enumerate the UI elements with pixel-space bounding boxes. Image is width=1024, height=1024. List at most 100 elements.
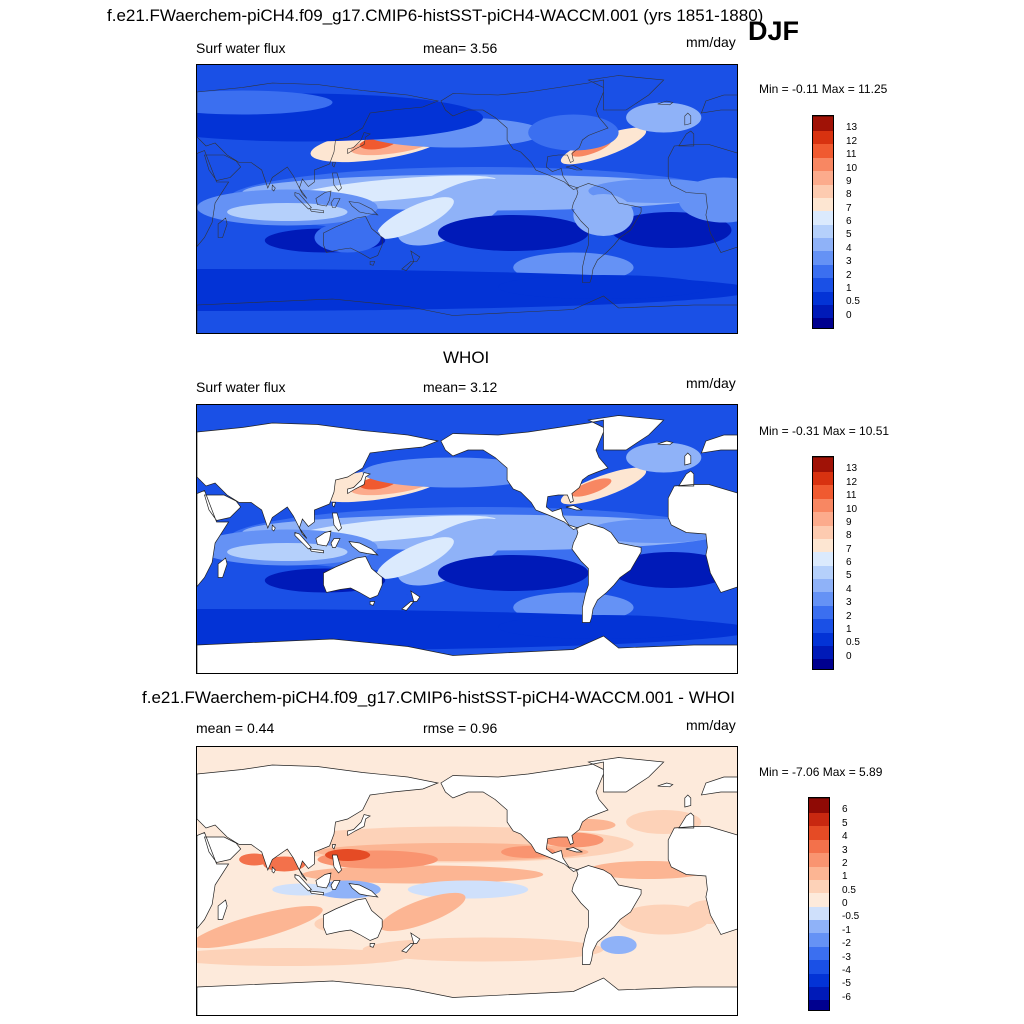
panel3-map-plot [196,746,738,1016]
colorbar-swatch [813,276,833,292]
colorbar-tick-label: 12 [846,476,858,488]
colorbar-swatch [809,918,829,934]
panel3-rmse-label: rmse = 0.96 [423,720,498,736]
colorbar-tick-label: 13 [846,463,858,475]
colorbar-swatch [809,958,829,974]
colorbar-swatch [813,630,833,646]
colorbar-tick-label: 11 [846,490,857,502]
colorbar-tick-label: 3 [846,256,852,268]
colorbar-swatch [813,169,833,185]
land-mask [197,415,737,673]
colorbar-tick-label: 10 [846,162,858,174]
colorbar-tick-label: -5 [842,978,851,990]
colorbar-tick-label: 4 [846,242,852,254]
colorbar-swatch [813,617,833,633]
season-label: DJF [748,16,800,46]
colorbar-swatch [813,523,833,539]
colorbar-tick-label: -3 [842,951,851,963]
panel2-mean-label: mean= 3.12 [423,379,498,395]
colorbar-swatch [809,985,829,1001]
panel3-units-label: mm/day [686,717,736,733]
colorbar-swatch [813,249,833,265]
colorbar-swatch [813,129,833,145]
colorbar-swatch [813,303,833,319]
colorbar-tick-label: 7 [846,202,852,214]
colorbar-swatch [813,577,833,593]
colorbar-tick-label: 10 [846,503,858,515]
colorbar-tick-label: 11 [846,149,857,161]
panel3-title: f.e21.FWaerchem-piCH4.f09_g17.CMIP6-hist… [142,688,735,707]
panel3-min-max: Min = -7.06 Max = 5.89 [759,765,883,779]
panel2-units-label: mm/day [686,375,736,391]
colorbar-tick-label: 9 [846,175,852,187]
colorbar-tick-label: 13 [846,122,858,134]
panel1-variable-label: Surf water flux [196,40,286,56]
colorbar-swatch [809,931,829,947]
colorbar-tick-label: 3 [842,844,848,856]
colorbar-swatch [809,851,829,867]
colorbar-tick-label: 12 [846,135,858,147]
colorbar-swatch [813,209,833,225]
colorbar-swatch [813,457,833,472]
colorbar-tick-label: 5 [842,817,848,829]
colorbar-swatch [809,798,829,813]
panel2-min-max: Min = -0.31 Max = 10.51 [759,424,890,438]
colorbar-tick-label: 4 [842,831,848,843]
colorbar-swatch [809,838,829,854]
colorbar-swatch [813,142,833,158]
colorbar-tick-label: 2 [846,269,852,281]
colorbar-swatch [813,497,833,513]
colorbar-swatch [809,945,829,961]
colorbar-swatch [813,263,833,279]
colorbar-tick-label: 1 [846,623,852,635]
field-contours [197,810,732,966]
panel2-variable-label: Surf water flux [196,379,286,395]
colorbar-swatch [813,590,833,606]
colorbar-tick-label: -4 [842,964,851,976]
colorbar-swatch [813,289,833,305]
map-svg [197,65,737,333]
colorbar-tick-label: 0 [846,650,852,662]
coastlines [197,75,737,333]
colorbar-swatch [809,824,829,840]
colorbar-swatch [813,223,833,238]
colorbar-swatch [813,236,833,252]
colorbar-tick-label: -2 [842,938,851,950]
colorbar-tick-label: 0.5 [842,884,856,896]
colorbar-tick-label: -0.5 [842,911,860,923]
panel1-map-plot [196,64,738,334]
colorbar-tick-label: 0.5 [846,637,860,649]
colorbar-tick-label: 4 [846,583,852,595]
colorbar-tick-label: 0 [846,309,852,321]
colorbar-tick-label: 8 [846,530,852,542]
panel2-map-plot [196,404,738,674]
colorbar-swatch [813,483,833,499]
colorbar-tick-label: -6 [842,991,851,1003]
colorbar-swatch [813,564,833,579]
colorbar-tick-label: 6 [846,557,852,568]
colorbar-tick-label: 2 [842,857,848,869]
colorbar-tick-label: 1 [846,282,852,294]
land-mask [197,757,737,1015]
colorbar-tick-label: 3 [846,597,852,609]
colorbar-swatch [813,196,833,212]
panel1-min-max: Min = -0.11 Max = 11.25 [759,82,888,96]
colorbar-swatch [813,537,833,553]
panel1-colorbar [812,115,834,329]
colorbar-swatch [809,878,829,894]
colorbar-tick-label: 0 [842,898,848,909]
colorbar-swatch [809,811,829,827]
colorbar-tick-label: 2 [846,610,852,622]
colorbar-swatch [809,905,829,920]
colorbar-tick-label: 5 [846,229,852,241]
panel3-colorbar [808,797,830,1011]
main-title: f.e21.FWaerchem-piCH4.f09_g17.CMIP6-hist… [107,6,764,25]
colorbar-swatch [813,470,833,486]
panel3-mean-label: mean = 0.44 [196,720,275,736]
colorbar-swatch [813,657,833,669]
colorbar-tick-label: 5 [846,570,852,582]
colorbar-tick-label: 1 [842,871,848,883]
colorbar-swatch [813,156,833,172]
colorbar-tick-label: 9 [846,516,852,528]
colorbar-tick-label: 0.5 [846,296,860,308]
